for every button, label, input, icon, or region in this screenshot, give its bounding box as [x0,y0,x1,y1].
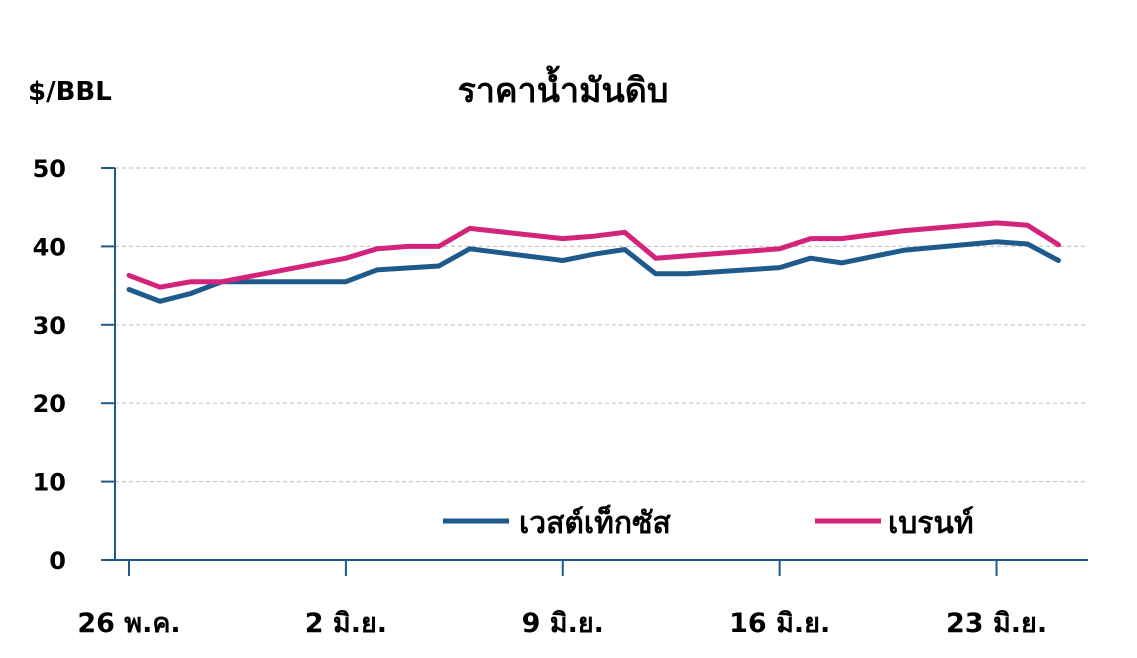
series-line-wti [126,239,1061,304]
x-tick-label: 26 พ.ค. [77,608,180,639]
y-tick-label: 10 [33,469,66,497]
x-tick-label: 2 มิ.ย. [305,608,387,639]
series-lines [126,220,1061,304]
y-tick-label: 40 [33,233,66,261]
x-tick-label: 23 มิ.ย. [946,608,1047,639]
x-tick-label: 16 มิ.ย. [729,608,830,639]
y-tick-label: 0 [49,547,66,575]
x-tick-label: 9 มิ.ย. [522,608,604,639]
y-tick-label: 50 [33,155,66,183]
gridlines [115,167,1088,483]
x-axis-ticks: 26 พ.ค. 2 มิ.ย. 9 มิ.ย. 16 มิ.ย. 23 มิ.ย. [77,560,1047,639]
y-tick-label: 20 [33,390,66,418]
legend-label-brent: เบรนท์ [888,506,974,541]
legend: เวสต์เท็กซัส เบรนท์ [443,504,974,541]
y-axis-ticks: 0 10 20 30 40 50 [33,155,115,575]
chart-title: ราคาน้ำมันดิบ [458,65,669,111]
y-axis-unit-label: $/BBL [28,77,112,107]
y-tick-label: 30 [33,312,66,340]
legend-label-wti: เวสต์เท็กซัส [519,504,671,541]
series-line-brent [126,220,1061,290]
